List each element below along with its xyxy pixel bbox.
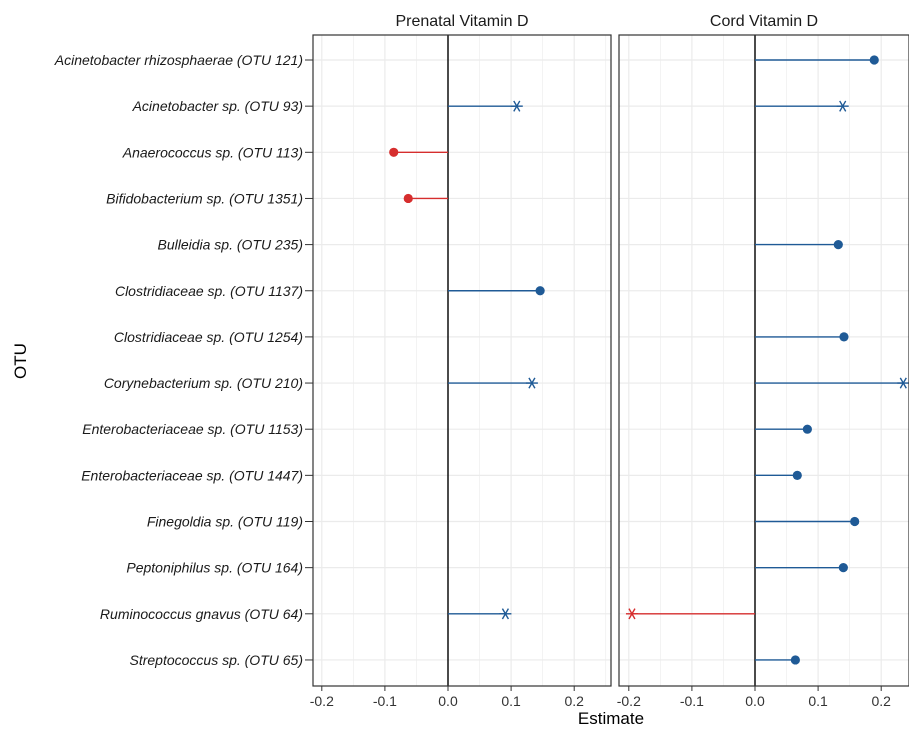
- panel-border: [312, 34, 612, 687]
- y-tick-label: Peptoniphilus sp. (OTU 164): [126, 560, 303, 576]
- lollipop-dot: [389, 147, 399, 157]
- y-tick-label: Bifidobacterium sp. (OTU 1351): [106, 190, 303, 206]
- lollipop-star: [625, 608, 638, 620]
- data-marks: [625, 55, 909, 665]
- lollipop-star: [897, 377, 909, 389]
- lollipop-dot: [839, 332, 849, 342]
- y-tick-label: Anaerococcus sp. (OTU 113): [122, 144, 303, 160]
- lollipop-star: [836, 100, 849, 112]
- y-tick-label: Acinetobacter sp. (OTU 93): [132, 98, 303, 114]
- lollipop-dot: [802, 424, 812, 434]
- y-tick-label: Acinetobacter rhizosphaerae (OTU 121): [54, 52, 303, 68]
- y-tick-label: Corynebacterium sp. (OTU 210): [104, 375, 303, 391]
- x-tick-label: -0.2: [617, 693, 641, 709]
- panel-title: Prenatal Vitamin D: [395, 13, 528, 30]
- y-tick-label: Clostridiaceae sp. (OTU 1254): [114, 329, 303, 345]
- strip-header: [619, 6, 909, 35]
- lollipop-dot: [838, 563, 848, 573]
- lollipop-dot: [850, 516, 860, 527]
- x-tick-label: -0.2: [310, 693, 334, 709]
- x-tick-label: -0.1: [680, 693, 704, 709]
- strip-header: [313, 6, 611, 35]
- y-axis-title: OTU: [11, 343, 30, 379]
- x-tick-label: 0.2: [871, 693, 891, 709]
- lollipop-star: [525, 377, 538, 389]
- y-tick-label: Finegoldia sp. (OTU 119): [147, 514, 303, 530]
- y-tick-label: Ruminococcus gnavus (OTU 64): [100, 606, 303, 622]
- lollipop-dot: [790, 655, 800, 665]
- panel-border: [618, 34, 909, 687]
- lollipop-dot: [869, 55, 879, 65]
- x-tick-label: 0.1: [501, 693, 521, 709]
- x-tick-label: 0.1: [808, 693, 828, 709]
- data-marks: [389, 100, 545, 620]
- panel-background: [619, 35, 909, 686]
- x-axis-title: Estimate: [578, 709, 644, 728]
- lollipop-star: [499, 608, 512, 620]
- y-tick-label: Clostridiaceae sp. (OTU 1137): [115, 283, 303, 299]
- x-axis: -0.2 -0.1 0.0 0.1 0.2: [617, 686, 891, 709]
- y-tick-label: Streptococcus sp. (OTU 65): [129, 652, 303, 668]
- x-tick-label: 0.0: [438, 693, 458, 709]
- panel-prenatal: Prenatal Vitamin D -0.2 -0.1 0.0 0.1 0.2: [310, 6, 612, 709]
- lollipop-dot: [833, 240, 843, 250]
- x-axis: -0.2 -0.1 0.0 0.1 0.2: [310, 686, 584, 709]
- lollipop-star: [510, 100, 523, 112]
- panel-background: [313, 35, 611, 686]
- x-tick-label: -0.1: [373, 693, 397, 709]
- y-tick-label: Bulleidia sp. (OTU 235): [157, 237, 303, 253]
- y-axis-labels: Acinetobacter rhizosphaerae (OTU 121) Aci…: [54, 52, 313, 668]
- panel-cord: Cord Vitamin D -0.2 -0.1 0.0 0.1 0.2: [617, 6, 909, 709]
- lollipop-dot: [403, 193, 413, 204]
- x-tick-label: 0.0: [745, 693, 765, 709]
- lollipop-dot: [792, 470, 802, 480]
- y-tick-label: Enterobacteriaceae sp. (OTU 1153): [82, 421, 303, 437]
- lollipop-dot: [535, 286, 545, 296]
- panel-title: Cord Vitamin D: [710, 13, 818, 30]
- x-tick-label: 0.2: [564, 693, 584, 709]
- y-tick-label: Enterobacteriaceae sp. (OTU 1447): [81, 467, 303, 483]
